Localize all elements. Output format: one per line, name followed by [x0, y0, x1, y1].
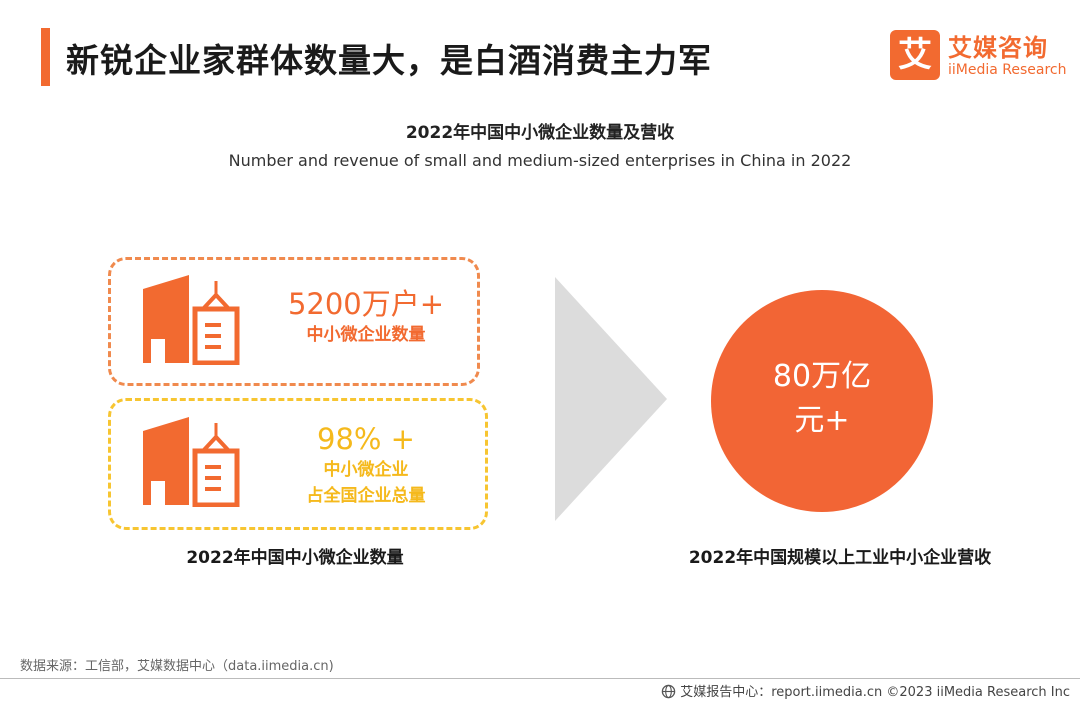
footer-divider [0, 678, 1080, 679]
chart-title-cn: 2022年中国中小微企业数量及营收 [405, 123, 675, 143]
title-accent-bar [41, 28, 50, 86]
right-caption: 2022年中国规模以上工业中小企业营收 [688, 548, 992, 568]
page-title: 新锐企业家群体数量大，是白酒消费主力军 [66, 41, 712, 80]
enterprise-share-label-1: 中小微企业 [323, 460, 409, 480]
building-icon [143, 417, 240, 507]
building-icon [143, 275, 240, 365]
enterprise-share-card: 98% + 中小微企业 占全国企业总量 [108, 398, 488, 530]
left-caption: 2022年中国中小微企业数量 [186, 548, 404, 568]
enterprise-share-value: 98% + [317, 422, 415, 456]
revenue-unit: 元+ [794, 403, 850, 438]
enterprise-count-value: 5200万户+ [287, 287, 445, 321]
logo-name-cn: 艾媒咨询 [948, 34, 1048, 62]
logo-mark: 艾 [890, 30, 940, 80]
revenue-circle: 80万亿 元+ [711, 290, 933, 512]
logo-name-en: iiMedia Research [948, 62, 1067, 78]
enterprise-count-label: 中小微企业数量 [306, 325, 426, 345]
arrow-right-icon [555, 277, 667, 521]
footer-copyright: 艾媒报告中心：report.iimedia.cn ©2023 iiMedia R… [680, 685, 1070, 700]
chart-title-en: Number and revenue of small and medium-s… [228, 151, 852, 170]
revenue-value: 80万亿 [772, 359, 872, 394]
globe-icon [661, 684, 676, 699]
enterprise-share-label-2: 占全国企业总量 [306, 486, 426, 506]
data-source: 数据来源：工信部，艾媒数据中心（data.iimedia.cn) [20, 659, 334, 674]
footer: 艾媒报告中心：report.iimedia.cn ©2023 iiMedia R… [661, 681, 1070, 700]
brand-logo: 艾 艾媒咨询 iiMedia Research [890, 30, 1067, 82]
enterprise-count-card: 5200万户+ 中小微企业数量 [108, 257, 480, 386]
